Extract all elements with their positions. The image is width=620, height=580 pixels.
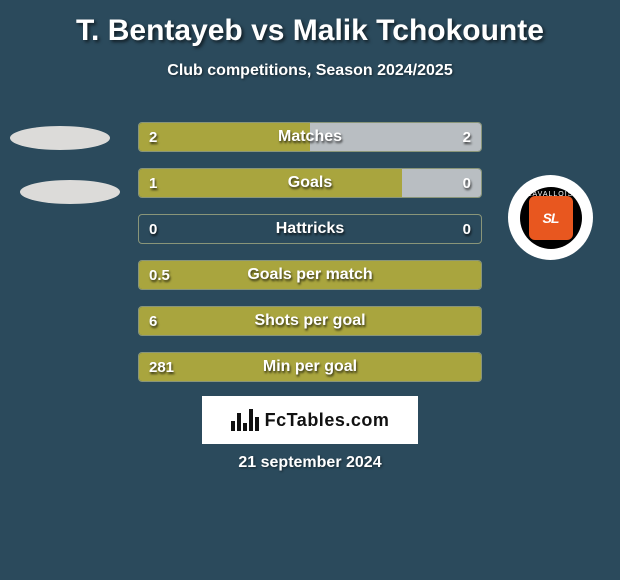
- logo-bars-icon: [231, 409, 259, 431]
- site-logo-text: FcTables.com: [265, 410, 390, 431]
- stat-bar-right: [310, 123, 481, 151]
- comparison-title: T. Bentayeb vs Malik Tchokounte: [0, 0, 620, 48]
- site-logo: FcTables.com: [202, 396, 418, 444]
- crest-top-text: LAVALLOIS: [520, 191, 582, 198]
- player-left-avatar: [18, 114, 108, 204]
- stat-bar-left: [139, 353, 481, 381]
- stat-bar-left: [139, 123, 310, 151]
- snapshot-date: 21 september 2024: [0, 454, 620, 472]
- stat-row: Matches22: [138, 122, 482, 152]
- avatar-placeholder-shape: [20, 180, 120, 204]
- stat-bar-right: [402, 169, 481, 197]
- stat-row: Goals10: [138, 168, 482, 198]
- stat-value-right: 0: [463, 215, 471, 243]
- crest-inner: LAVALLOIS SL: [520, 187, 582, 249]
- stat-bar-left: [139, 307, 481, 335]
- crest-monogram: SL: [543, 211, 559, 225]
- stat-value-left: 0: [149, 215, 157, 243]
- stat-bar-left: [139, 169, 402, 197]
- stat-label: Hattricks: [139, 215, 481, 243]
- stat-bar-left: [139, 261, 481, 289]
- player-right-crest: LAVALLOIS SL: [508, 175, 598, 265]
- comparison-subtitle: Club competitions, Season 2024/2025: [0, 62, 620, 80]
- stats-bar-chart: Matches22 Goals10 Hattricks0 0 Goals per mat…: [138, 122, 482, 398]
- stat-row: Shots per goal6: [138, 306, 482, 336]
- stat-row: Goals per match0.5: [138, 260, 482, 290]
- crest-circle: LAVALLOIS SL: [508, 175, 593, 260]
- stat-row: Hattricks0 0: [138, 214, 482, 244]
- crest-field: SL: [529, 196, 573, 240]
- stat-row: Min per goal281: [138, 352, 482, 382]
- avatar-placeholder-shape: [10, 126, 110, 150]
